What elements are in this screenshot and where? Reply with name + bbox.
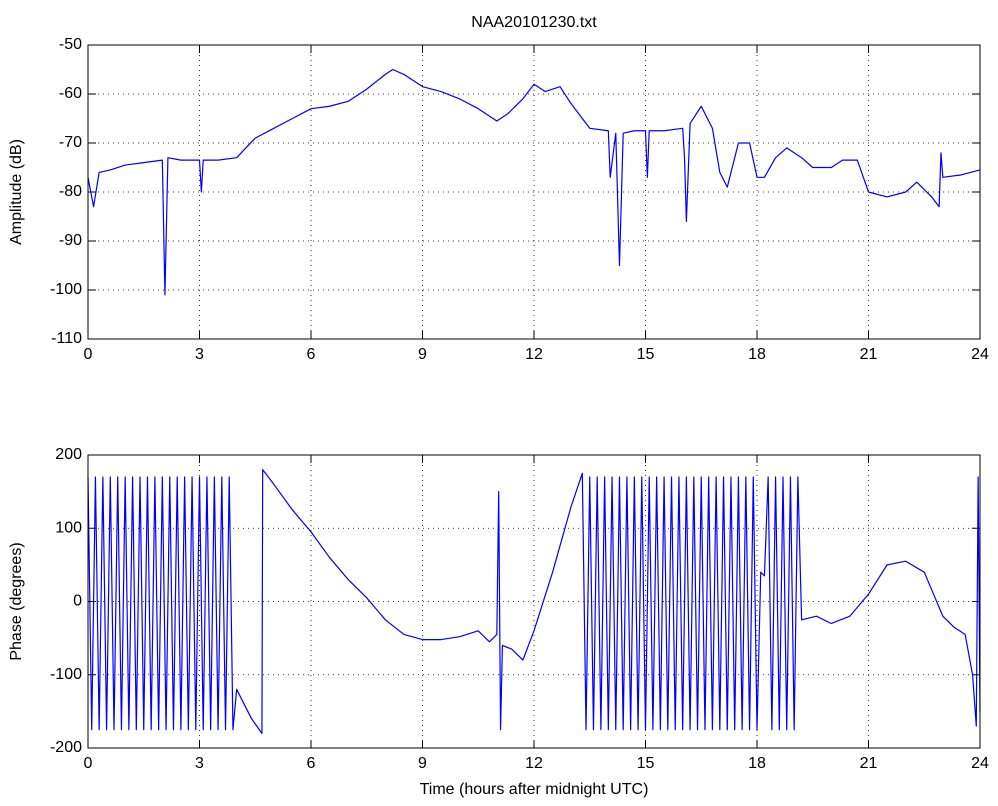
x-tick-label: 18 — [748, 755, 766, 772]
y-tick-label: -70 — [59, 134, 82, 151]
x-tick-label: 9 — [418, 346, 427, 363]
x-tick-label: 18 — [748, 346, 766, 363]
x-tick-label: 21 — [860, 755, 878, 772]
x-axis-label: Time (hours after midnight UTC) — [420, 781, 649, 798]
y-axis-label: Amplitude (dB) — [8, 139, 25, 245]
x-tick-label: 0 — [84, 755, 93, 772]
y-tick-label: -200 — [50, 739, 82, 756]
x-tick-label: 3 — [195, 755, 204, 772]
x-tick-label: 24 — [971, 346, 989, 363]
y-tick-label: -90 — [59, 232, 82, 249]
y-tick-label: 200 — [55, 446, 82, 463]
data-line — [87, 469, 981, 734]
x-tick-label: 12 — [525, 755, 543, 772]
y-tick-label: 0 — [73, 593, 82, 610]
x-tick-label: 6 — [307, 346, 316, 363]
x-tick-label: 24 — [971, 755, 989, 772]
y-tick-label: -50 — [59, 36, 82, 53]
x-tick-label: 0 — [84, 346, 93, 363]
y-tick-label: -80 — [59, 183, 82, 200]
y-tick-label: -60 — [59, 85, 82, 102]
x-tick-label: 12 — [525, 346, 543, 363]
y-tick-label: -110 — [51, 330, 82, 347]
x-tick-label: 15 — [637, 346, 655, 363]
x-tick-label: 6 — [307, 755, 316, 772]
x-tick-label: 9 — [418, 755, 427, 772]
y-tick-label: -100 — [50, 666, 82, 683]
chart-title: NAA20101230.txt — [471, 14, 597, 31]
x-tick-label: 21 — [860, 346, 878, 363]
y-tick-label: -100 — [50, 281, 82, 298]
y-axis-label: Phase (degrees) — [8, 542, 25, 660]
x-tick-label: 3 — [195, 346, 204, 363]
data-line — [87, 68, 981, 296]
axes-box — [87, 454, 981, 749]
y-tick-label: 100 — [55, 519, 82, 536]
x-tick-label: 15 — [637, 755, 655, 772]
axes-box — [87, 44, 981, 340]
